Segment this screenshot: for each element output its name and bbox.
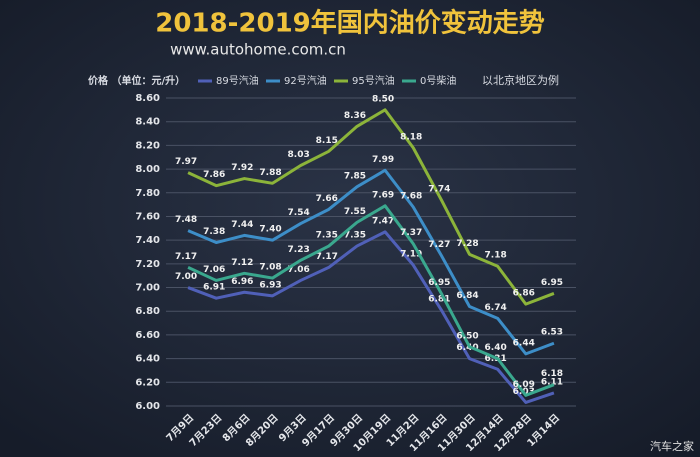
data-label: 6.95 — [428, 278, 450, 288]
data-label: 7.08 — [259, 263, 281, 273]
data-label: 7.85 — [344, 171, 366, 181]
data-label: 7.68 — [400, 191, 422, 201]
line — [187, 168, 555, 356]
data-label: 6.84 — [456, 291, 478, 301]
y-axis-label: 价格 （单位：元/升） — [88, 74, 185, 87]
data-label: 6.93 — [259, 280, 281, 290]
data-label: 7.19 — [400, 250, 422, 260]
watermark: 汽车之家 — [650, 439, 694, 453]
chart-subtitle: www.autohome.com.cn — [170, 41, 346, 59]
data-label: 6.11 — [541, 377, 563, 387]
data-label: 7.86 — [203, 170, 225, 180]
y-tick-label: 8.60 — [135, 93, 160, 104]
data-label: 8.50 — [372, 94, 394, 104]
data-label: 7.92 — [231, 163, 253, 173]
y-tick-label: 7.60 — [135, 211, 160, 222]
data-label: 7.44 — [231, 220, 253, 230]
y-tick-label: 6.20 — [135, 377, 160, 388]
data-label: 7.18 — [485, 251, 507, 261]
y-tick-label: 8.20 — [135, 140, 160, 151]
y-tick-label: 6.80 — [135, 306, 160, 317]
data-label: 7.35 — [344, 231, 366, 241]
data-label: 7.28 — [456, 239, 478, 249]
y-tick-label: 7.80 — [135, 188, 160, 199]
data-label: 6.40 — [456, 343, 478, 353]
data-label: 6.50 — [456, 331, 478, 341]
data-label: 7.17 — [316, 252, 338, 262]
chart-title: 2018-2019年国内油价变动走势 — [155, 8, 545, 39]
y-tick-label: 6.40 — [135, 354, 160, 365]
data-label: 8.15 — [316, 136, 338, 146]
y-tick-label: 7.40 — [135, 235, 160, 246]
data-label: 6.09 — [513, 380, 535, 390]
data-label: 8.03 — [288, 150, 310, 160]
data-label: 6.81 — [428, 295, 450, 305]
data-label: 6.44 — [513, 338, 535, 348]
data-label: 7.27 — [428, 240, 450, 250]
data-label: 7.99 — [372, 155, 394, 165]
data-label: 7.40 — [259, 225, 281, 235]
data-label: 7.97 — [175, 157, 197, 167]
y-tick-label: 7.20 — [135, 259, 160, 270]
y-tick-label: 6.00 — [135, 401, 160, 412]
data-label: 7.38 — [203, 227, 225, 237]
data-label: 8.18 — [400, 132, 422, 142]
legend-label: 92号汽油 — [284, 74, 327, 87]
data-label: 6.86 — [513, 289, 535, 299]
data-label: 7.06 — [288, 265, 310, 275]
data-label: 7.88 — [259, 168, 281, 178]
data-label: 6.40 — [485, 343, 507, 353]
data-label: 7.66 — [316, 194, 338, 204]
data-label: 6.96 — [231, 277, 253, 287]
line — [187, 108, 555, 306]
y-tick-label: 8.40 — [135, 117, 160, 128]
data-label: 7.06 — [203, 265, 225, 275]
y-tick-label: 7.00 — [135, 283, 160, 294]
data-label: 6.18 — [541, 369, 563, 379]
data-label: 7.37 — [400, 228, 422, 238]
data-label: 6.91 — [203, 283, 225, 293]
data-label: 7.23 — [288, 245, 310, 255]
legend-label: 0号柴油 — [420, 74, 456, 87]
data-label: 6.53 — [541, 328, 563, 338]
note: 以北京地区为例 — [482, 73, 559, 87]
legend-label: 95号汽油 — [352, 74, 395, 87]
line — [187, 230, 555, 404]
data-label: 7.74 — [428, 184, 450, 194]
data-label: 7.54 — [288, 208, 310, 218]
y-tick-label: 6.60 — [135, 330, 160, 341]
data-label: 7.69 — [372, 190, 394, 200]
legend-label: 89号汽油 — [216, 74, 259, 87]
data-label: 7.17 — [175, 252, 197, 262]
data-label: 7.48 — [175, 215, 197, 225]
data-label: 6.74 — [485, 303, 507, 313]
data-label: 7.55 — [344, 207, 366, 217]
data-label: 7.35 — [316, 231, 338, 241]
data-label: 7.00 — [175, 272, 197, 282]
data-label: 6.95 — [541, 278, 563, 288]
data-label: 7.47 — [372, 216, 394, 226]
data-label: 8.36 — [344, 111, 366, 121]
y-tick-label: 8.00 — [135, 164, 160, 175]
data-label: 7.12 — [231, 258, 253, 268]
line — [187, 204, 555, 397]
